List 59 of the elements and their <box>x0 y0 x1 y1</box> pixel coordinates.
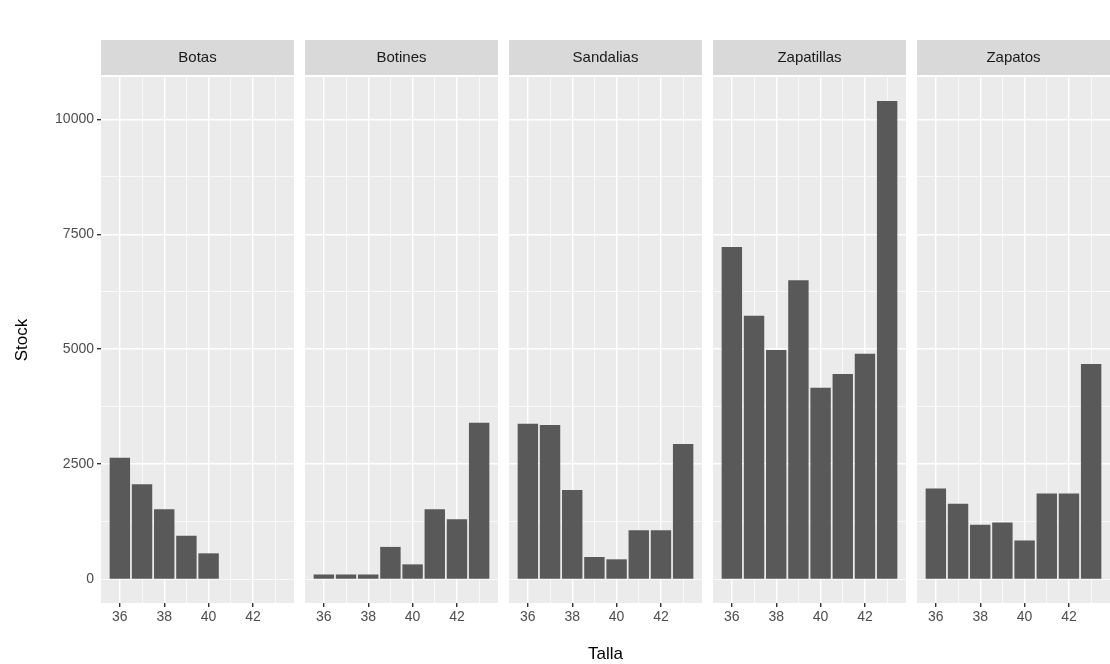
x-tick-label: 36 <box>724 608 740 625</box>
x-tick-label: 42 <box>245 608 261 625</box>
x-tick-label: 42 <box>1061 608 1077 625</box>
x-tick-label: 42 <box>857 608 873 625</box>
bar <box>562 489 583 579</box>
bar <box>154 509 175 579</box>
x-tick-label: 38 <box>360 608 377 625</box>
bar <box>743 315 765 579</box>
x-tick-label: 42 <box>653 608 669 625</box>
bar <box>650 530 672 579</box>
bar <box>468 422 490 579</box>
bar <box>1036 493 1057 579</box>
bar <box>876 100 898 579</box>
bar <box>854 353 876 579</box>
x-axis-title: Talla <box>588 644 624 664</box>
y-tick-label: 10000 <box>55 110 95 127</box>
bar <box>925 488 947 579</box>
y-tick-label: 5000 <box>62 340 95 357</box>
y-tick-label: 0 <box>86 569 95 586</box>
bar <box>970 524 991 579</box>
x-tick-label: 40 <box>608 608 625 625</box>
bar <box>766 350 787 579</box>
chart-title: Zapatillas <box>777 47 842 65</box>
x-tick-label: 36 <box>520 608 536 625</box>
bar <box>1080 363 1102 579</box>
bar <box>1058 493 1080 579</box>
y-tick-label: 7500 <box>62 225 95 242</box>
y-axis-title: Stock <box>11 318 31 362</box>
chart-title: Botines <box>376 47 427 65</box>
bar <box>539 425 561 579</box>
x-tick-label: 36 <box>112 608 128 625</box>
chart-title: Zapatos <box>986 47 1041 65</box>
x-tick-label: 38 <box>972 608 989 625</box>
bar <box>628 530 649 579</box>
x-tick-label: 40 <box>812 608 829 625</box>
bar <box>446 519 468 579</box>
bar <box>313 574 335 579</box>
bar <box>424 509 445 579</box>
x-tick-label: 38 <box>768 608 785 625</box>
bar <box>358 574 379 579</box>
x-tick-label: 38 <box>564 608 581 625</box>
chart-title: Sandalias <box>572 47 639 65</box>
bar <box>832 374 853 579</box>
x-tick-label: 36 <box>928 608 944 625</box>
bar <box>131 484 153 579</box>
bar <box>947 503 969 579</box>
bar <box>721 247 743 579</box>
bar <box>335 574 357 579</box>
x-tick-label: 42 <box>449 608 465 625</box>
x-tick-label: 40 <box>404 608 421 625</box>
y-tick-label: 2500 <box>62 455 95 471</box>
x-tick-label: 36 <box>316 608 332 625</box>
bar <box>109 457 131 579</box>
x-tick-label: 40 <box>1016 608 1033 625</box>
bar <box>672 443 694 579</box>
x-tick-label: 40 <box>200 608 217 625</box>
x-tick-label: 38 <box>156 608 173 625</box>
bar <box>517 423 539 579</box>
chart-title: Botas <box>178 47 217 65</box>
